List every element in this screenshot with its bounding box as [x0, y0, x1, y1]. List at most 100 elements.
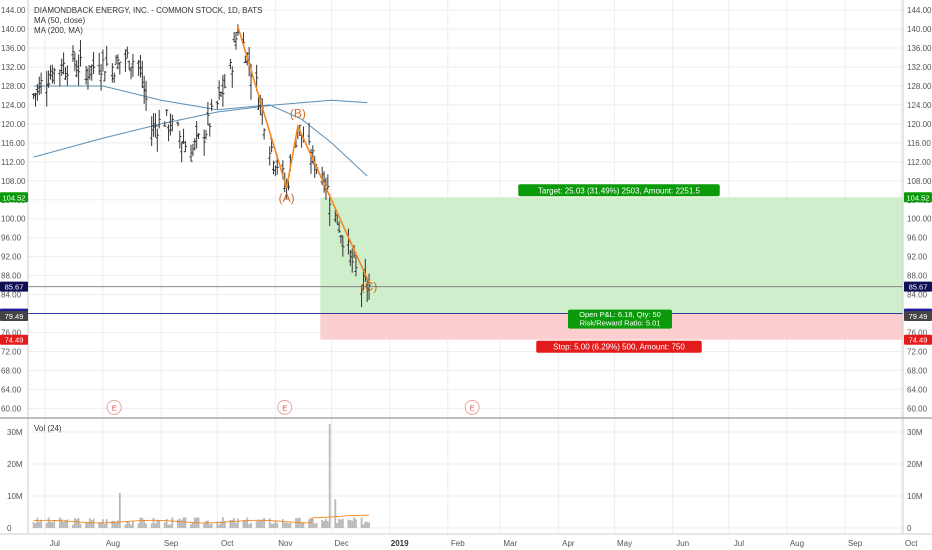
volume-bar — [139, 517, 142, 528]
price-tick-label-left: 84.00 — [1, 291, 22, 300]
volume-bar — [64, 519, 67, 528]
time-tick-label: Dec — [334, 539, 348, 548]
volume-bar — [229, 519, 232, 528]
price-badge-left — [0, 310, 28, 321]
pnl-box-bg — [568, 309, 672, 329]
earnings-marker-label: E — [282, 403, 287, 412]
volume-bar — [208, 524, 211, 528]
price-tick-label-right: 88.00 — [907, 272, 928, 281]
price-badge-right — [904, 334, 932, 345]
volume-bar — [156, 519, 159, 528]
price-tick-label-right: 144.00 — [907, 6, 932, 15]
volume-tick-label-left: 0 — [7, 524, 12, 533]
volume-tick-label-left: 10M — [7, 492, 23, 501]
position-zones — [320, 197, 903, 340]
volume-bar — [66, 519, 69, 528]
volume-bar — [353, 517, 355, 528]
price-tick-label-left: 116.00 — [1, 139, 25, 148]
volume-bar — [360, 517, 363, 528]
ma200-legend: MA (200, MA) — [34, 26, 83, 35]
volume-bar — [102, 519, 104, 528]
price-badge-left — [0, 281, 28, 292]
volume-bar — [60, 519, 63, 528]
volume-bar — [38, 521, 41, 528]
volume-bar — [51, 521, 54, 528]
volume-tick-label-right: 20M — [907, 460, 923, 469]
price-tick-label-left: 100.00 — [1, 215, 26, 224]
volume-bar — [132, 521, 134, 528]
volume-bar — [313, 523, 316, 528]
volume-bar — [62, 522, 65, 528]
volume-bar — [98, 522, 101, 528]
volume-bar — [145, 523, 147, 528]
earnings-marker-label: E — [470, 403, 475, 412]
volume-tick-label-right: 30M — [907, 428, 923, 437]
volume-bar — [45, 522, 48, 528]
volume-bar — [231, 519, 234, 528]
price-tick-label-right: 100.00 — [907, 215, 932, 224]
earnings-marker-label: E — [112, 403, 117, 412]
volume-bar — [128, 522, 131, 528]
volume-bar — [32, 522, 35, 528]
wave-label: (A) — [279, 191, 295, 205]
price-tick-label-left: 108.00 — [1, 177, 26, 186]
stop-label: Stop: 5.00 (6.29%) 500, Amount: 750 — [553, 343, 685, 352]
volume-bar — [272, 523, 275, 528]
price-lines — [28, 286, 903, 314]
volume-bar — [311, 519, 314, 528]
price-tick-label-right: 84.00 — [907, 291, 928, 300]
earnings-marker — [464, 399, 480, 415]
price-badge-label-right: 74.49 — [909, 336, 928, 345]
wave-label: (B) — [290, 106, 306, 120]
price-badge-label-right: 79.49 — [909, 312, 928, 321]
price-tick-label-left: 112.00 — [1, 158, 25, 167]
price-tick-label-right: 132.00 — [907, 63, 932, 72]
volume-bar — [255, 521, 258, 528]
price-tick-label-left: 128.00 — [1, 82, 26, 91]
volume-bar — [362, 524, 365, 528]
volume-bar — [296, 518, 299, 528]
price-badge-label-right: 104.52 — [907, 193, 930, 202]
volume-tick-label-right: 0 — [907, 524, 912, 533]
price-tick-label-left: 144.00 — [1, 6, 26, 15]
price-tick-label-left: 60.00 — [1, 404, 22, 413]
volume-bar — [235, 522, 237, 528]
risk-reward-label: Risk/Reward Ratio: 5.01 — [580, 319, 661, 328]
volume-bar — [79, 523, 82, 528]
volume-bar — [118, 492, 121, 528]
volume-bar — [207, 520, 209, 528]
volume-bar — [233, 518, 236, 528]
volume-bar — [141, 517, 144, 528]
volume-bar — [250, 522, 252, 528]
price-tick-label-right: 120.00 — [907, 120, 932, 129]
volume-bar — [90, 520, 93, 528]
volume-bar — [163, 522, 166, 528]
price-tick-label-left: 88.00 — [1, 272, 22, 281]
price-badge-right — [904, 310, 932, 321]
volume-bar — [334, 499, 337, 528]
volume-bar — [325, 519, 327, 528]
price-badge-label-left: 79.49 — [5, 312, 24, 321]
volume-bar — [315, 522, 318, 528]
volume-bar — [180, 520, 183, 528]
volume-bar — [210, 523, 213, 528]
earnings-marker — [106, 399, 122, 415]
volume-bar — [171, 517, 174, 528]
time-tick-label: Sep — [164, 539, 179, 548]
time-tick-label: May — [617, 539, 632, 548]
price-bars — [32, 24, 371, 308]
volume-bar — [75, 519, 78, 528]
ma200-line — [33, 99, 368, 158]
volume-bar — [154, 523, 157, 528]
time-tick-label: Feb — [451, 539, 465, 548]
axes-layer — [0, 0, 932, 535]
volume-bar — [341, 518, 344, 528]
price-tick-label-left: 68.00 — [1, 366, 22, 375]
volume-bar — [300, 522, 303, 528]
price-tick-label-left: 140.00 — [1, 25, 26, 34]
price-tick-label-right: 68.00 — [907, 366, 928, 375]
volume-bar — [323, 521, 325, 528]
price-tick-label-right: 96.00 — [907, 234, 928, 243]
